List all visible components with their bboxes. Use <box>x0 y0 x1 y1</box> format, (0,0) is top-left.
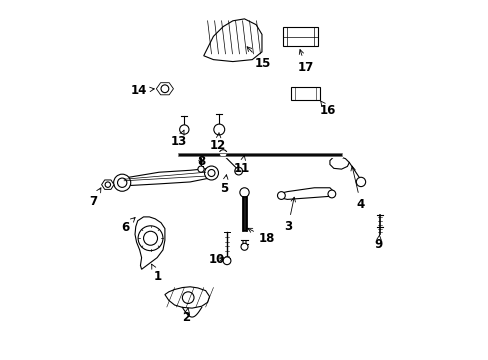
Polygon shape <box>156 83 173 95</box>
Circle shape <box>113 174 130 191</box>
Circle shape <box>213 124 224 135</box>
Text: 1: 1 <box>151 264 162 283</box>
Text: 14: 14 <box>130 84 154 97</box>
Text: 2: 2 <box>182 308 190 324</box>
Circle shape <box>239 188 249 197</box>
Circle shape <box>182 292 194 303</box>
Text: 17: 17 <box>297 50 313 74</box>
FancyBboxPatch shape <box>290 87 320 100</box>
Circle shape <box>219 150 226 157</box>
Circle shape <box>241 243 247 250</box>
Circle shape <box>223 257 230 265</box>
Circle shape <box>117 178 126 187</box>
Text: 11: 11 <box>233 156 249 175</box>
Circle shape <box>204 166 218 180</box>
Text: 16: 16 <box>319 101 335 117</box>
Text: 15: 15 <box>246 47 271 70</box>
Polygon shape <box>329 157 348 169</box>
Text: 7: 7 <box>89 188 101 208</box>
Circle shape <box>234 167 242 175</box>
Circle shape <box>198 166 203 172</box>
Circle shape <box>327 190 335 198</box>
Polygon shape <box>164 287 209 308</box>
Text: 3: 3 <box>284 197 295 233</box>
Circle shape <box>277 192 285 199</box>
Text: 5: 5 <box>220 175 228 195</box>
Text: 9: 9 <box>374 235 382 251</box>
Text: 4: 4 <box>350 166 365 211</box>
Circle shape <box>179 125 188 134</box>
Circle shape <box>207 170 215 176</box>
Polygon shape <box>203 19 262 62</box>
FancyBboxPatch shape <box>283 27 318 46</box>
Text: 6: 6 <box>121 217 135 234</box>
Polygon shape <box>279 188 333 199</box>
Circle shape <box>105 182 110 187</box>
Text: 8: 8 <box>197 155 205 168</box>
Circle shape <box>161 85 168 93</box>
Circle shape <box>356 177 365 186</box>
Circle shape <box>143 231 157 245</box>
Text: 12: 12 <box>209 133 226 152</box>
Polygon shape <box>135 217 164 269</box>
Polygon shape <box>118 168 213 186</box>
Polygon shape <box>102 180 114 189</box>
Text: 18: 18 <box>247 228 275 245</box>
Circle shape <box>138 226 163 251</box>
Text: 10: 10 <box>208 253 224 266</box>
Text: 13: 13 <box>170 130 186 148</box>
